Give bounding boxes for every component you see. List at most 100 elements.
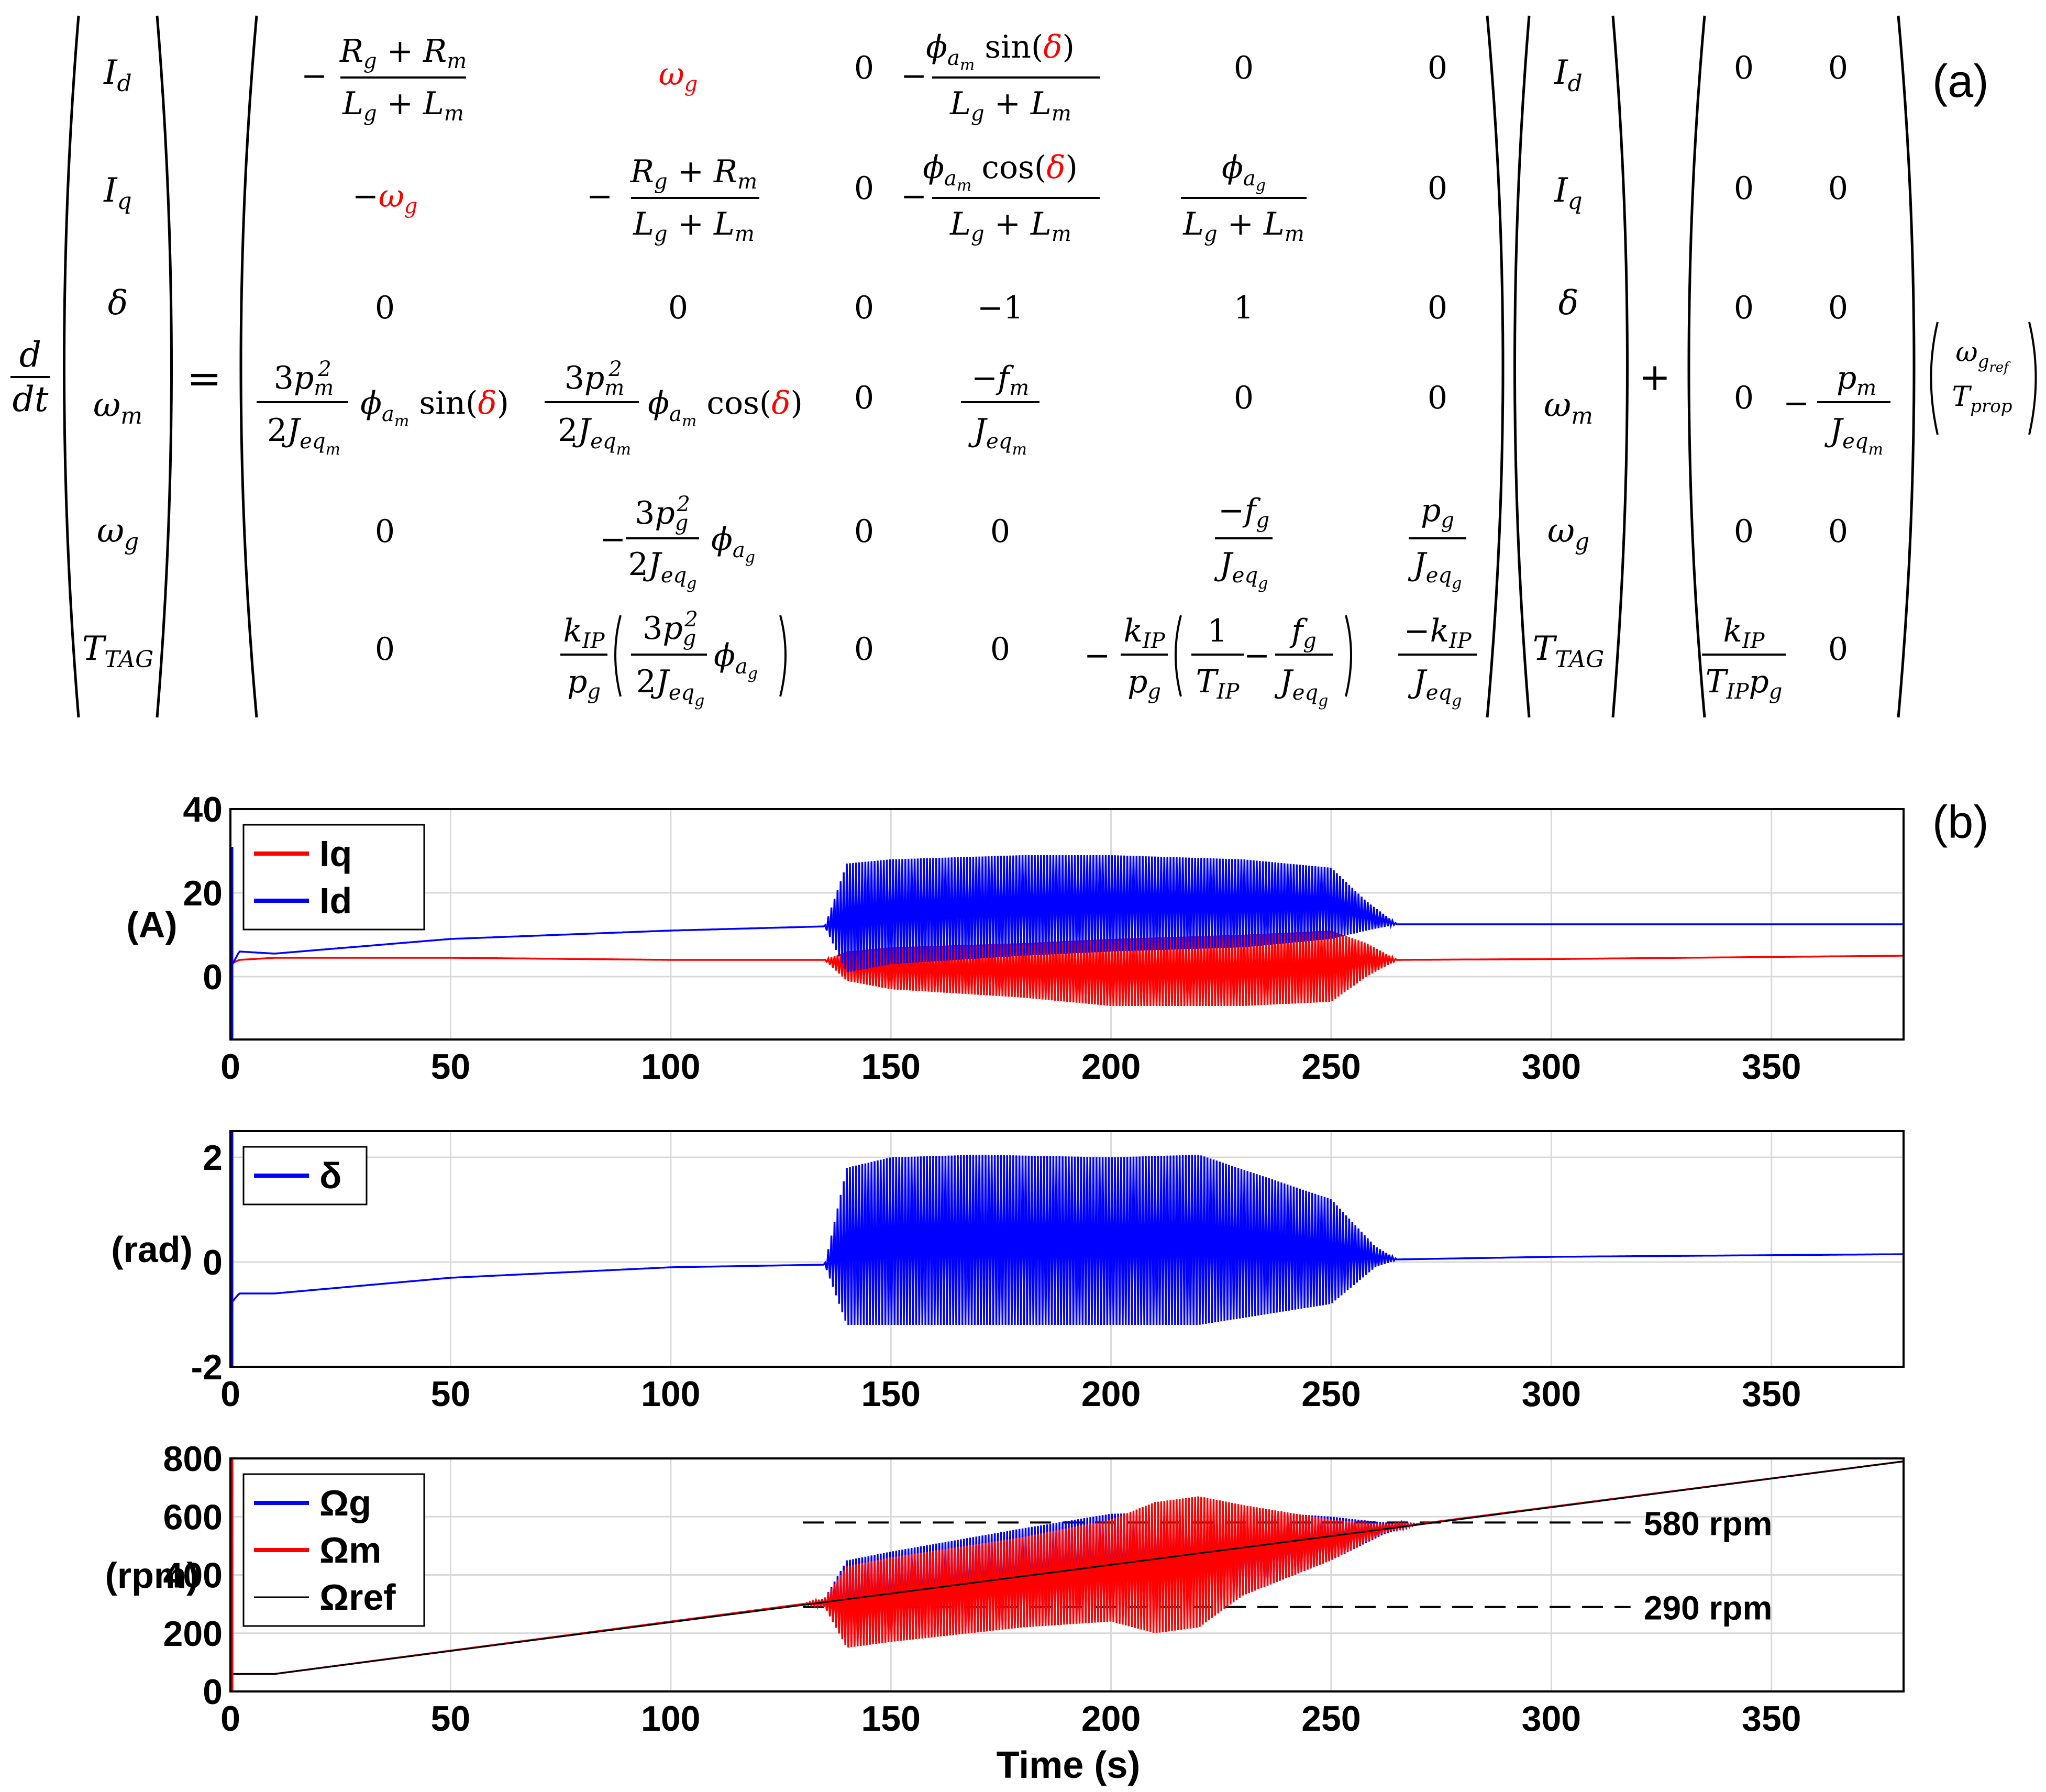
svg-text:0: 0 — [1828, 290, 1848, 326]
legend-label: Ωg — [319, 1483, 371, 1523]
svg-text:0: 0 — [1734, 170, 1754, 207]
y-tick-label: 800 — [163, 1439, 223, 1479]
legend-label: Id — [319, 880, 352, 921]
svg-text:0: 0 — [1734, 290, 1754, 326]
matrix-row-5: 0 − 3pg2 2Jeqg ϕag 0 0 −fg Jeqg pg Jeqg — [375, 492, 1466, 593]
y-tick-label: -2 — [191, 1347, 223, 1387]
svg-text:Lg + Lm: Lg + Lm — [633, 206, 755, 246]
matrix-row-1: − Rg + Rm Lg + Lm ωg 0 − ϕam sin(δ) Lg +… — [301, 29, 1447, 126]
x-tick-label: 300 — [1522, 1374, 1581, 1414]
svg-text:Rg + Rm: Rg + Rm — [339, 33, 467, 73]
svg-text:ϕam cos(δ): ϕam cos(δ) — [923, 149, 1078, 195]
svg-text:0: 0 — [375, 631, 395, 668]
svg-text:0: 0 — [1734, 380, 1754, 416]
svg-text:1: 1 — [1208, 613, 1227, 649]
svg-text:−: − — [1084, 637, 1110, 674]
annotation-label: 580 rpm — [1644, 1505, 1772, 1542]
matrix-row-6: 0 kIP pg 3pg2 2Jeqg ϕag 0 0 − kIP pg 1 T… — [375, 607, 1477, 710]
svg-text:TIP: TIP — [1196, 663, 1240, 704]
svg-text:kIP: kIP — [563, 613, 605, 653]
annotation-label: 290 rpm — [1644, 1589, 1772, 1627]
svg-text:3pm2: 3pm2 — [274, 357, 334, 400]
svg-text:kIP: kIP — [1723, 613, 1765, 653]
svg-text:2Jeqg: 2Jeqg — [636, 663, 705, 710]
svg-text:−kIP: −kIP — [1403, 613, 1472, 653]
svg-text:ωgref: ωgref — [1955, 337, 2011, 375]
series-line — [230, 855, 1903, 972]
state-Iq: Iq — [103, 171, 131, 215]
series-line — [230, 1461, 1904, 1675]
svg-text:2Jeqm: 2Jeqm — [267, 412, 340, 459]
derivative-numerator: d — [19, 335, 41, 375]
x-tick-label: 150 — [861, 1047, 920, 1087]
y-tick-label: 0 — [203, 1243, 223, 1282]
svg-text:3pg2: 3pg2 — [643, 607, 698, 650]
svg-text:ωm: ωm — [1544, 386, 1593, 429]
svg-text:3pm2: 3pm2 — [565, 357, 625, 400]
svg-text:pg: pg — [567, 663, 601, 704]
matrix-row-2: −ωg − Rg + Rm Lg + Lm 0 − ϕam cos(δ) Lg … — [352, 149, 1448, 246]
input-matrix-right-paren — [1897, 15, 1916, 718]
svg-text:0: 0 — [854, 380, 874, 416]
svg-text:Rg + Rm: Rg + Rm — [630, 153, 757, 194]
state-Id: Id — [103, 53, 131, 97]
x-tick-label: 350 — [1742, 1047, 1801, 1087]
x-tick-label: 250 — [1301, 1374, 1361, 1414]
svg-text:3pg2: 3pg2 — [635, 492, 690, 535]
svg-text:0: 0 — [1428, 50, 1447, 86]
x-tick-label: 250 — [1301, 1699, 1361, 1739]
x-tick-label: 100 — [641, 1374, 700, 1414]
chart-delta: 0 50 100 150 200 250 300 350-202(rad)δ — [111, 1130, 1905, 1414]
derivative-denominator: dt — [13, 379, 49, 419]
svg-text:TIPpg: TIPpg — [1706, 663, 1783, 704]
svg-text:−: − — [1244, 637, 1270, 674]
matrix-right-paren — [1486, 15, 1505, 718]
state-delta: δ — [108, 284, 128, 323]
svg-text:0: 0 — [375, 513, 395, 550]
legend-box — [242, 824, 425, 931]
svg-text:2Jeqm: 2Jeqm — [558, 412, 631, 459]
svg-text:0: 0 — [1828, 513, 1848, 550]
state-omega-g: ωg — [97, 512, 139, 555]
svg-text:0: 0 — [668, 290, 688, 326]
legend-label: δ — [319, 1155, 341, 1196]
y-tick-label: 0 — [203, 957, 223, 997]
y-tick-label: 40 — [183, 790, 223, 829]
legend-label: Ωref — [319, 1577, 396, 1618]
chart-currents: 0 50 100 150 200 250 300 350 0 20 40 (A) Iq Id — [126, 790, 1905, 1087]
x-tick-label: 200 — [1081, 1047, 1141, 1087]
x-tick-label: 150 — [861, 1699, 920, 1739]
svg-text:Lg + Lm: Lg + Lm — [342, 85, 464, 126]
svg-text:−: − — [1783, 385, 1809, 422]
axes-frame — [229, 1130, 1905, 1368]
svg-text:0: 0 — [1828, 170, 1848, 207]
series-3 — [230, 1461, 1904, 1675]
svg-text:0: 0 — [375, 290, 395, 326]
svg-text:−: − — [587, 178, 613, 215]
x-tick-label: 50 — [431, 1699, 471, 1739]
x-tick-label: 300 — [1522, 1699, 1581, 1739]
svg-text:Iq: Iq — [1554, 171, 1582, 215]
series-1 — [230, 930, 1903, 1006]
svg-text:Jeqg: Jeqg — [1214, 546, 1268, 593]
x-tick-label: 50 — [431, 1047, 471, 1087]
lhs-right-paren — [156, 15, 173, 718]
svg-text:0: 0 — [1734, 513, 1754, 550]
x-tick-label: 200 — [1081, 1699, 1141, 1739]
svg-text:ϕag: ϕag — [1222, 149, 1266, 195]
legend: δ — [242, 1146, 368, 1205]
svg-text:ωg: ωg — [1547, 512, 1589, 555]
axes-frame — [229, 1457, 1905, 1693]
svg-text:−fg: −fg — [1218, 492, 1269, 533]
svg-text:−fm: −fm — [971, 360, 1029, 400]
svg-text:kIP: kIP — [1123, 613, 1165, 653]
svg-text:0: 0 — [1828, 631, 1848, 668]
svg-text:0: 0 — [1428, 290, 1447, 326]
svg-text:0: 0 — [1734, 50, 1754, 86]
svg-text:Jeqg: Jeqg — [1274, 663, 1329, 710]
state-omega-m: ωm — [93, 386, 142, 429]
input-matrix-left-paren — [1687, 15, 1706, 718]
svg-text:Id: Id — [1554, 53, 1582, 97]
y-axis-label: (rpm) — [105, 1555, 199, 1596]
